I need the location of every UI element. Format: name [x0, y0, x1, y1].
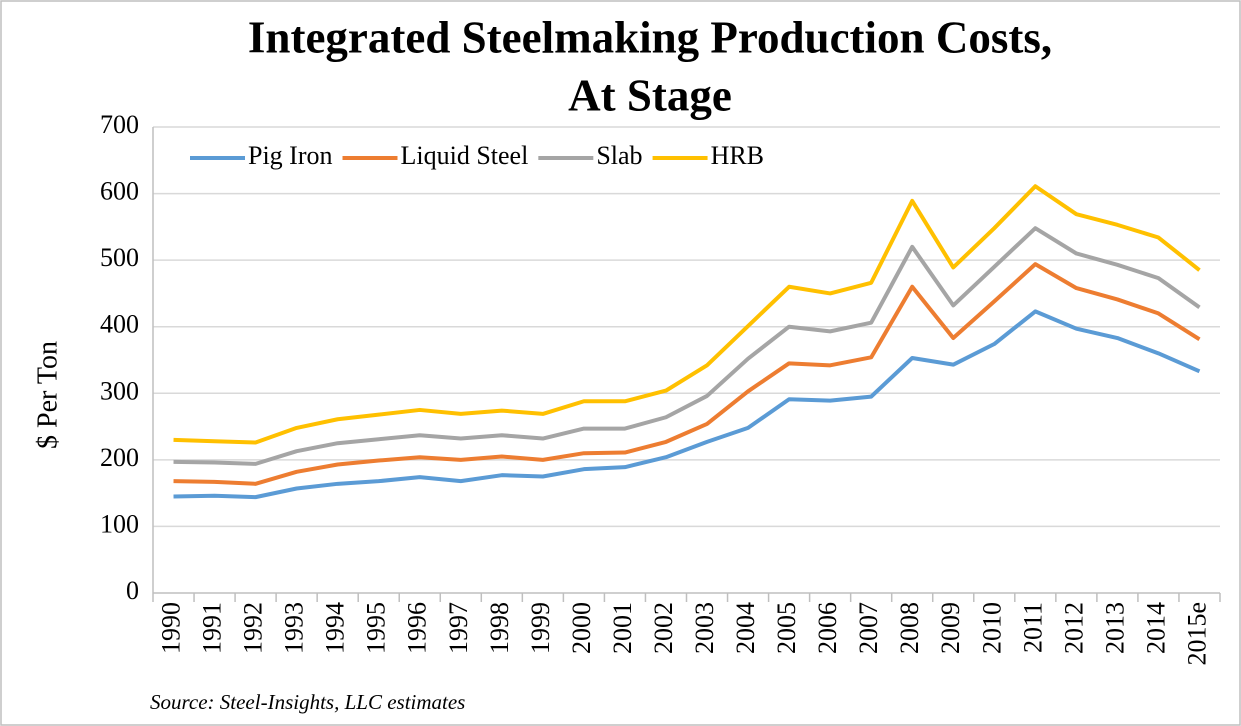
x-tick-label: 1998 [485, 602, 514, 654]
x-tick-label: 2001 [608, 602, 637, 654]
legend-label: Liquid Steel [401, 141, 529, 170]
x-tick-label: 2002 [649, 602, 678, 654]
x-tick-label: 1990 [156, 602, 185, 654]
y-tick-label: 700 [100, 110, 139, 139]
legend-label: Pig Iron [248, 141, 333, 170]
x-tick-label: 1997 [444, 602, 473, 654]
y-tick-label: 0 [126, 576, 139, 605]
x-tick-label: 2013 [1100, 602, 1129, 654]
x-tick-label: 2003 [690, 602, 719, 654]
x-tick-label: 2004 [731, 602, 760, 654]
x-tick-label: 2009 [936, 602, 965, 654]
x-tick-label: 2015e [1182, 602, 1211, 666]
y-tick-label: 400 [100, 310, 139, 339]
x-tick-label: 1994 [321, 602, 350, 654]
chart-title: At Stage [568, 70, 732, 120]
x-tick-label: 1991 [198, 602, 227, 654]
x-tick-label: 2007 [854, 602, 883, 654]
x-tick-label: 1995 [362, 602, 391, 654]
x-tick-label: 2008 [895, 602, 924, 654]
x-tick-label: 2012 [1059, 602, 1088, 654]
legend-label: Slab [596, 141, 642, 170]
y-tick-label: 100 [100, 509, 139, 538]
x-tick-label: 2011 [1018, 602, 1047, 653]
y-tick-label: 600 [100, 177, 139, 206]
x-tick-label: 2006 [813, 602, 842, 654]
x-tick-label: 2010 [977, 602, 1006, 654]
chart-title: Integrated Steelmaking Production Costs, [248, 12, 1052, 62]
y-axis-label: $ Per Ton [32, 341, 63, 449]
x-tick-label: 1996 [403, 602, 432, 654]
x-tick-label: 2005 [772, 602, 801, 654]
series-line [173, 184, 1201, 445]
x-tick-label: 1992 [239, 602, 268, 654]
x-tick-label: 2000 [567, 602, 596, 654]
legend-label: HRB [711, 141, 764, 170]
y-tick-label: 500 [100, 243, 139, 272]
y-tick-label: 200 [100, 443, 139, 472]
series-line [173, 309, 1201, 500]
x-tick-label: 1999 [526, 602, 555, 654]
x-tick-label: 2014 [1141, 602, 1170, 654]
y-tick-label: 300 [100, 376, 139, 405]
series-line [173, 262, 1201, 486]
source-note: Source: Steel-Insights, LLC estimates [150, 690, 465, 714]
series-line [173, 226, 1201, 466]
x-tick-label: 1993 [280, 602, 309, 654]
